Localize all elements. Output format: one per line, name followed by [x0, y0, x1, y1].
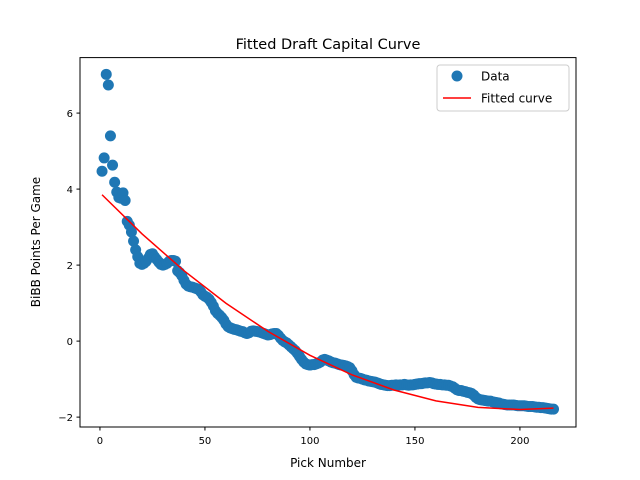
data-point: [107, 159, 119, 171]
data-point: [170, 255, 182, 267]
data-point: [128, 235, 140, 247]
legend-fit-label: Fitted curve: [481, 92, 552, 106]
y-tick-label: −2: [58, 413, 73, 424]
data-point: [109, 176, 121, 188]
fitted-curve-line: [101, 194, 554, 411]
y-tick-label: 4: [67, 185, 73, 196]
data-point: [98, 152, 110, 164]
data-point: [119, 194, 131, 206]
data-point: [548, 403, 560, 415]
data-point: [102, 79, 114, 91]
data-point: [125, 226, 137, 238]
x-tick-label: 200: [510, 436, 529, 447]
data-point: [104, 130, 116, 142]
axes-frame: [79, 57, 577, 428]
legend-data-marker: [451, 70, 463, 82]
x-tick-label: 50: [199, 436, 212, 447]
x-tick-label: 150: [405, 436, 424, 447]
data-point: [100, 68, 112, 80]
x-axis-label: Pick Number: [290, 456, 366, 470]
y-tick-label: 2: [67, 261, 73, 272]
x-tick-label: 0: [97, 436, 103, 447]
y-tick-label: 0: [67, 337, 73, 348]
legend-box: [436, 64, 570, 112]
legend-data-label: Data: [481, 70, 510, 84]
x-tick-label: 100: [300, 436, 319, 447]
y-tick-label: 6: [67, 109, 73, 120]
data-point: [96, 165, 108, 177]
chart-title: Fitted Draft Capital Curve: [236, 37, 421, 53]
legend: Data Fitted curve: [436, 64, 570, 112]
y-axis-label: BiBB Points Per Game: [29, 177, 43, 307]
